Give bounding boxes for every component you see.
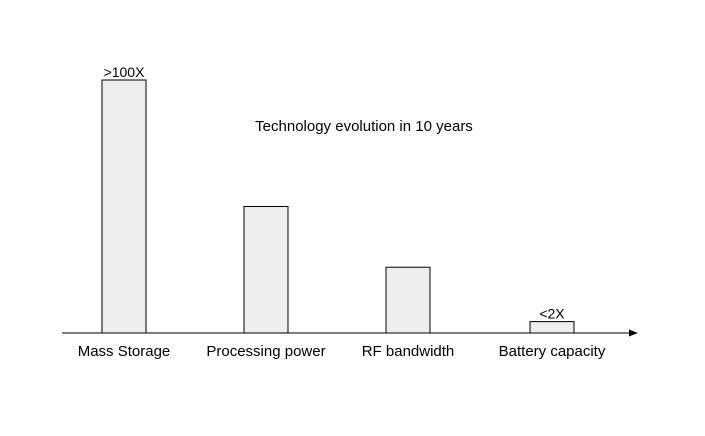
- bars: [101, 79, 575, 334]
- category-label-3: Battery capacity: [499, 343, 606, 360]
- category-label-2: RF bandwidth: [362, 343, 455, 360]
- data-label-3: <2X: [539, 306, 565, 322]
- bar-1: [243, 206, 289, 334]
- data-label-0: >100X: [104, 64, 146, 80]
- chart-title: Technology evolution in 10 years: [255, 118, 473, 135]
- bar-0: [101, 79, 147, 334]
- bar-2: [385, 266, 431, 334]
- category-label-1: Processing power: [206, 343, 325, 360]
- category-label-0: Mass Storage: [78, 343, 171, 360]
- category-labels: Mass Storage Processing power RF bandwidth…: [78, 343, 606, 360]
- bar-3: [529, 321, 575, 334]
- x-axis-arrow: [629, 329, 638, 337]
- data-labels: >100X <2X: [104, 64, 566, 322]
